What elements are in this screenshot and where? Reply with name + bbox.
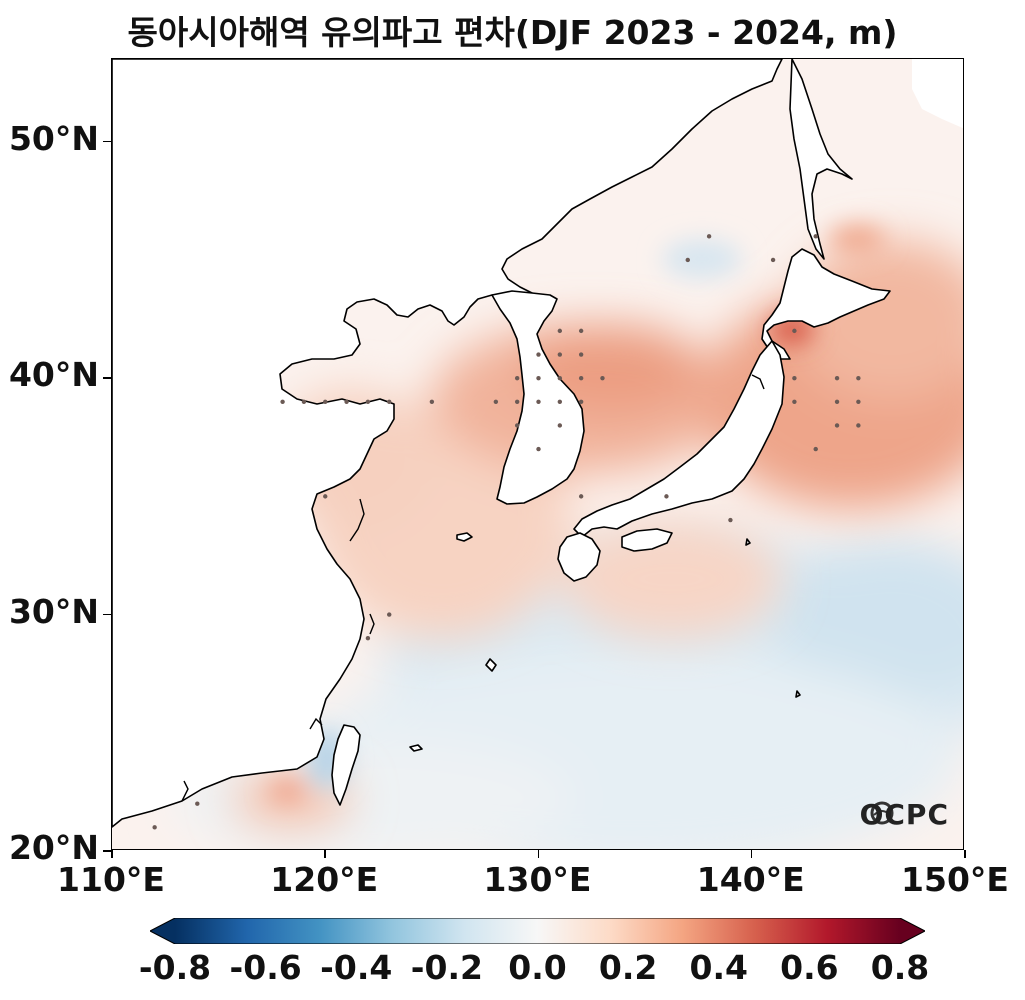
significance-dot <box>834 399 840 405</box>
significance-dot <box>834 423 840 428</box>
land <box>112 59 963 828</box>
x-tick-label: 150°E <box>901 860 1009 899</box>
x-tick-mark <box>324 850 326 858</box>
x-tick-label: 110°E <box>57 860 165 899</box>
significance-dot <box>387 399 392 405</box>
map-title: 동아시아해역 유의파고 편차(DJF 2023 - 2024, m) <box>127 13 898 52</box>
y-tick-mark <box>103 613 111 616</box>
significance-dot <box>536 352 541 357</box>
significance-dot <box>834 375 840 381</box>
y-tick-mark <box>103 850 111 852</box>
significance-dots <box>152 234 861 830</box>
y-tick-label: 40°N <box>8 355 99 395</box>
significance-dot <box>600 375 605 381</box>
significance-dot <box>578 352 584 357</box>
y-tick-mark <box>103 377 111 379</box>
significance-dot <box>365 636 371 641</box>
colorbar-tick-label: 0.4 <box>689 948 748 987</box>
significance-dot <box>280 399 285 405</box>
x-tick-label: 140°E <box>696 860 805 899</box>
significance-dot <box>301 399 307 405</box>
x-tick-mark <box>537 850 539 858</box>
significance-dot <box>514 423 520 428</box>
significance-dot <box>792 375 797 381</box>
significance-dot <box>770 257 776 263</box>
significance-dot <box>578 399 584 405</box>
significance-dot <box>578 328 584 334</box>
colorbar-tick-label: 0.6 <box>780 948 839 987</box>
significance-dot <box>493 399 499 405</box>
significance-dot <box>578 494 584 499</box>
significance-dot <box>195 801 200 806</box>
colorbar-tick-label: -0.6 <box>229 948 302 987</box>
x-tick-mark <box>964 850 966 858</box>
significance-dot <box>813 234 818 239</box>
colorbar-tick-label: 0.0 <box>508 948 567 987</box>
significance-dot <box>578 375 584 381</box>
x-tick-label: 120°E <box>270 860 379 899</box>
colorbar-min-arrow <box>150 918 175 944</box>
logo-text: OCPC <box>859 798 949 831</box>
x-tick-mark <box>111 850 113 858</box>
significance-dot <box>557 352 563 357</box>
colorbar-tick-label: 0.2 <box>598 948 658 987</box>
y-tick-mark <box>103 140 111 143</box>
significance-dot <box>429 399 435 405</box>
significance-dot <box>792 399 797 405</box>
y-tick-label: 20°N <box>8 828 99 867</box>
colorbar-max-arrow <box>900 918 925 944</box>
significance-dot <box>536 446 541 452</box>
significance-dot <box>706 234 712 239</box>
significance-dot <box>557 375 563 381</box>
significance-dot <box>557 328 563 334</box>
significance-dot <box>664 494 669 499</box>
significance-dot <box>536 375 541 381</box>
colorbar-gradient <box>175 918 900 944</box>
significance-dot <box>728 517 733 523</box>
colorbar-tick-label: 0.8 <box>870 948 930 987</box>
x-tick-mark <box>750 850 753 858</box>
significance-dot <box>813 446 818 452</box>
ocpc-logo <box>870 801 894 825</box>
significance-dot <box>514 399 520 405</box>
significance-dot <box>514 375 520 381</box>
colorbar-tick-label: -0.2 <box>410 948 483 987</box>
significance-dot <box>856 399 861 405</box>
significance-dot <box>856 423 861 428</box>
colorbar-tick-label: -0.4 <box>320 948 393 987</box>
significance-dot <box>685 257 690 263</box>
significance-dot <box>557 423 563 428</box>
x-tick-label: 130°E <box>483 860 592 899</box>
map-panel: OCPC <box>111 58 964 850</box>
significance-dot <box>344 399 349 405</box>
coastline-details <box>181 374 765 802</box>
significance-dot <box>323 494 328 499</box>
significance-dot <box>557 399 563 405</box>
significance-dot <box>152 825 157 830</box>
significance-dot <box>365 399 371 405</box>
colorbar-tick-label: -0.8 <box>138 948 212 987</box>
map-canvas <box>112 59 963 849</box>
y-tick-label: 30°N <box>8 591 99 631</box>
significance-dot <box>536 399 541 405</box>
y-tick-label: 50°N <box>8 118 99 158</box>
significance-dot <box>856 375 861 381</box>
significance-dot <box>387 612 392 617</box>
colorbar <box>148 917 927 945</box>
significance-dot <box>792 328 797 334</box>
significance-dot <box>323 399 328 405</box>
